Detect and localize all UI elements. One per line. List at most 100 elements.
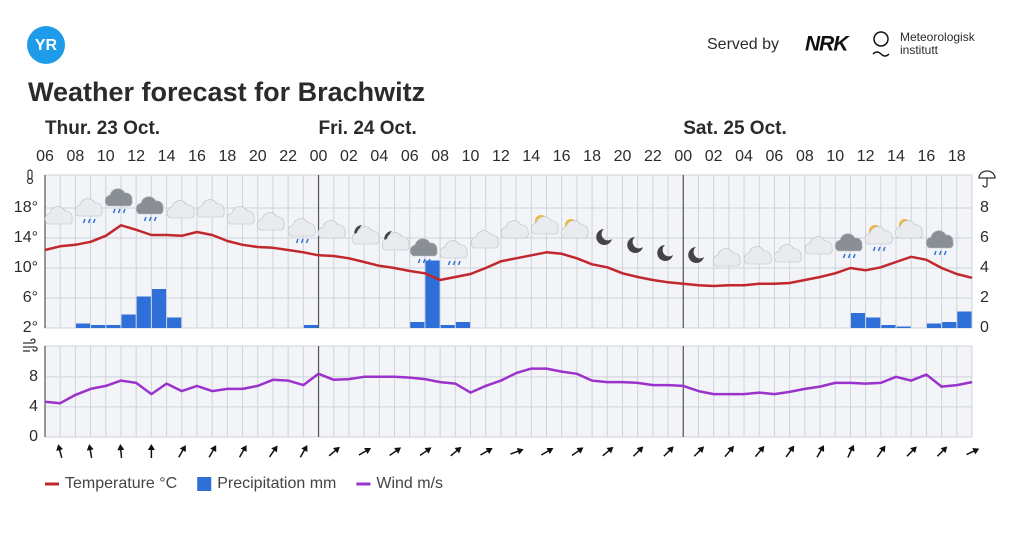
cloud	[256, 212, 285, 231]
x-tick-label: 06	[766, 148, 784, 165]
umbrella-icon	[978, 170, 996, 188]
wind-arrow	[876, 445, 886, 458]
weather-icon	[44, 206, 73, 225]
x-tick-label: 10	[462, 148, 480, 165]
arrow-head	[787, 445, 795, 453]
x-tick-label: 18	[948, 148, 966, 165]
thermometer-icon	[26, 169, 34, 185]
x-tick-label: 22	[279, 148, 297, 165]
rain-drop	[842, 253, 846, 259]
cloud	[560, 220, 589, 239]
weather-icon	[834, 233, 863, 259]
logo-circle	[27, 26, 65, 64]
precip-bar	[850, 313, 866, 328]
legend-label: Wind m/s	[376, 475, 443, 492]
weather-icon	[804, 236, 833, 255]
cloud	[773, 244, 802, 263]
cloud	[834, 233, 863, 252]
y2-tick-label: 0	[980, 319, 989, 336]
arrow-head	[546, 447, 554, 455]
precip-bar	[881, 325, 896, 328]
x-tick-label: 16	[918, 148, 936, 165]
wind-arrow	[724, 445, 734, 458]
precip-bar	[167, 317, 182, 328]
wind-arrow	[754, 445, 765, 458]
weather-icon	[166, 200, 195, 219]
weather-icon	[196, 199, 225, 218]
precip-bar	[75, 323, 91, 328]
wind-arrow	[571, 447, 584, 457]
precip-bar	[926, 323, 942, 328]
y2-tick-label: 4	[980, 259, 989, 276]
rain-drop	[82, 218, 86, 224]
cloud	[287, 218, 316, 237]
weather-icon	[470, 230, 499, 249]
arrow-head	[910, 446, 917, 454]
legend-label: Temperature °C	[65, 475, 177, 492]
cloud	[381, 232, 410, 251]
plot-area	[44, 345, 973, 438]
wind-arrow	[56, 444, 64, 458]
arrow-head	[454, 446, 462, 454]
weather-icon	[925, 230, 954, 256]
x-tick-label: 14	[887, 148, 905, 165]
arrow-head	[147, 444, 155, 450]
arrow-head	[667, 446, 674, 454]
met-name: Meteorologisk	[900, 30, 976, 44]
arrow-head	[818, 445, 825, 453]
arrow-head	[364, 447, 372, 455]
moon	[688, 247, 704, 263]
weather-icon	[104, 188, 133, 214]
wind-arrow	[208, 445, 217, 458]
cloud	[864, 226, 893, 245]
cloud	[925, 230, 954, 249]
weather-icon	[627, 237, 643, 253]
weather-icon	[351, 225, 380, 245]
weather-icon	[500, 220, 529, 239]
precip-bar	[91, 325, 106, 328]
arrow-head	[636, 446, 644, 454]
cloud	[226, 206, 255, 225]
rain-drop	[447, 260, 451, 266]
wind-arrow	[238, 445, 247, 458]
cloud	[894, 220, 923, 239]
x-tick-label: 10	[826, 148, 844, 165]
x-tick-label: 14	[522, 148, 540, 165]
cloud	[317, 220, 346, 239]
x-tick-label: 04	[735, 148, 753, 165]
x-tick-label: 08	[431, 148, 449, 165]
precip-bar	[151, 289, 167, 328]
wind-arrow	[693, 446, 705, 457]
logo: YR	[35, 37, 58, 54]
wind-arrow	[540, 447, 554, 456]
weather-icon	[409, 238, 438, 264]
arrow-head	[210, 445, 217, 453]
temperature-line	[44, 224, 973, 288]
weather-icon	[657, 245, 673, 261]
plot-area	[44, 174, 973, 329]
y-tick-label: 18°	[14, 199, 38, 216]
precip-bar	[121, 314, 136, 328]
x-tick-label: 06	[401, 148, 419, 165]
weather-icon	[560, 219, 589, 239]
weather-icon	[226, 206, 255, 225]
rain-drop	[417, 258, 421, 264]
x-tick-label: 20	[249, 148, 267, 165]
rain-drop	[305, 238, 309, 244]
arrow-head	[972, 447, 980, 455]
wind-arrow	[480, 447, 493, 456]
wind-arrow	[847, 444, 855, 458]
cloud	[166, 200, 195, 219]
x-tick-label: 12	[492, 148, 510, 165]
wind-tick-label: 0	[29, 428, 38, 445]
weather-icon	[74, 198, 103, 224]
y-tick-label: 6°	[23, 289, 38, 306]
arrow-head	[576, 447, 584, 454]
x-tick-label: 08	[66, 148, 84, 165]
arrow-head	[86, 444, 94, 451]
y-tick-label: 10°	[14, 259, 38, 276]
arrow-head	[240, 445, 247, 453]
precip-bar	[455, 322, 471, 328]
